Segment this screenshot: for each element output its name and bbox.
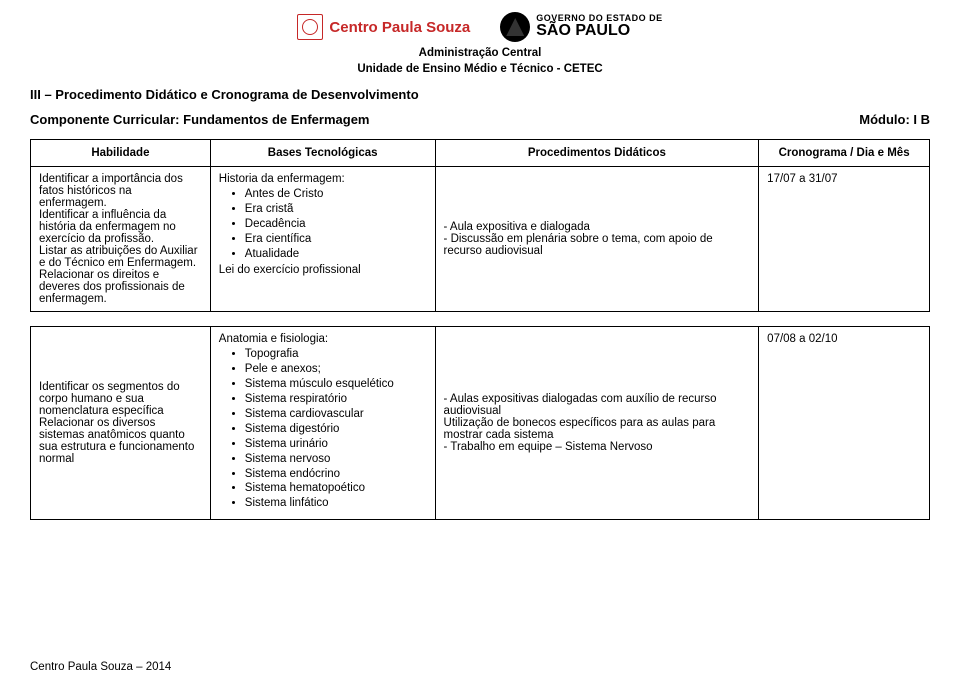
- bases-title: Historia da enfermagem:: [219, 173, 427, 185]
- table-header-row: Habilidade Bases Tecnológicas Procedimen…: [31, 140, 930, 167]
- bases-list: TopografiaPele e anexos;Sistema músculo …: [219, 347, 427, 511]
- cell-habilidade: Identificar a importância dos fatos hist…: [31, 167, 211, 312]
- component-label: Componente Curricular: Fundamentos de En…: [30, 112, 370, 127]
- document-page: Centro Paula Souza GOVERNO DO ESTADO DE …: [0, 0, 960, 681]
- list-item: Sistema músculo esquelético: [245, 377, 427, 392]
- col-bases: Bases Tecnológicas: [210, 140, 435, 167]
- didactic-table-1: Habilidade Bases Tecnológicas Procedimen…: [30, 139, 930, 312]
- list-item: Sistema digestório: [245, 422, 427, 437]
- cell-procedimentos: - Aula expositiva e dialogada- Discussão…: [435, 167, 759, 312]
- module-label: Módulo: I B: [859, 112, 930, 127]
- cell-cronograma: 17/07 a 31/07: [759, 167, 930, 312]
- list-item: Sistema hematopoético: [245, 481, 427, 496]
- list-item: Sistema cardiovascular: [245, 407, 427, 422]
- logo-governo-sp: GOVERNO DO ESTADO DE SÃO PAULO: [500, 12, 662, 42]
- didactic-table-2: Identificar os segmentos do corpo humano…: [30, 326, 930, 520]
- list-item: Atualidade: [245, 247, 427, 262]
- list-item: Sistema nervoso: [245, 452, 427, 467]
- list-item: Sistema endócrino: [245, 467, 427, 482]
- sp-emblem-icon: [500, 12, 530, 42]
- cell-bases: Historia da enfermagem: Antes de CristoE…: [210, 167, 435, 312]
- cps-emblem-icon: [297, 14, 323, 40]
- list-item: Pele e anexos;: [245, 362, 427, 377]
- col-cronograma: Cronograma / Dia e Mês: [759, 140, 930, 167]
- cell-habilidade: Identificar os segmentos do corpo humano…: [31, 327, 211, 520]
- header-logos: Centro Paula Souza GOVERNO DO ESTADO DE …: [30, 12, 930, 42]
- sp-logo-text: GOVERNO DO ESTADO DE SÃO PAULO: [536, 14, 662, 40]
- table-row: Identificar a importância dos fatos hist…: [31, 167, 930, 312]
- sp-logo-line2: SÃO PAULO: [536, 23, 662, 40]
- bases-title: Anatomia e fisiologia:: [219, 333, 427, 345]
- list-item: Sistema urinário: [245, 437, 427, 452]
- cell-cronograma: 07/08 a 02/10: [759, 327, 930, 520]
- col-habilidade: Habilidade: [31, 140, 211, 167]
- component-row: Componente Curricular: Fundamentos de En…: [30, 112, 930, 127]
- bases-tail: Lei do exercício profissional: [219, 264, 427, 276]
- bases-list: Antes de CristoEra cristãDecadênciaEra c…: [219, 187, 427, 262]
- col-procedimentos: Procedimentos Didáticos: [435, 140, 759, 167]
- cell-procedimentos: - Aulas expositivas dialogadas com auxíl…: [435, 327, 759, 520]
- list-item: Era científica: [245, 232, 427, 247]
- list-item: Antes de Cristo: [245, 187, 427, 202]
- table-row: Identificar os segmentos do corpo humano…: [31, 327, 930, 520]
- list-item: Decadência: [245, 217, 427, 232]
- list-item: Topografia: [245, 347, 427, 362]
- logo-centro-paula-souza: Centro Paula Souza: [297, 14, 470, 40]
- list-item: Sistema respiratório: [245, 392, 427, 407]
- list-item: Sistema linfático: [245, 496, 427, 511]
- cell-bases: Anatomia e fisiologia: TopografiaPele e …: [210, 327, 435, 520]
- cps-logo-text: Centro Paula Souza: [329, 19, 470, 36]
- admin-line2: Unidade de Ensino Médio e Técnico - CETE…: [30, 62, 930, 78]
- admin-header: Administração Central Unidade de Ensino …: [30, 46, 930, 77]
- section-title: III – Procedimento Didático e Cronograma…: [30, 87, 930, 102]
- admin-line1: Administração Central: [30, 46, 930, 62]
- page-footer: Centro Paula Souza – 2014: [30, 661, 171, 673]
- list-item: Era cristã: [245, 202, 427, 217]
